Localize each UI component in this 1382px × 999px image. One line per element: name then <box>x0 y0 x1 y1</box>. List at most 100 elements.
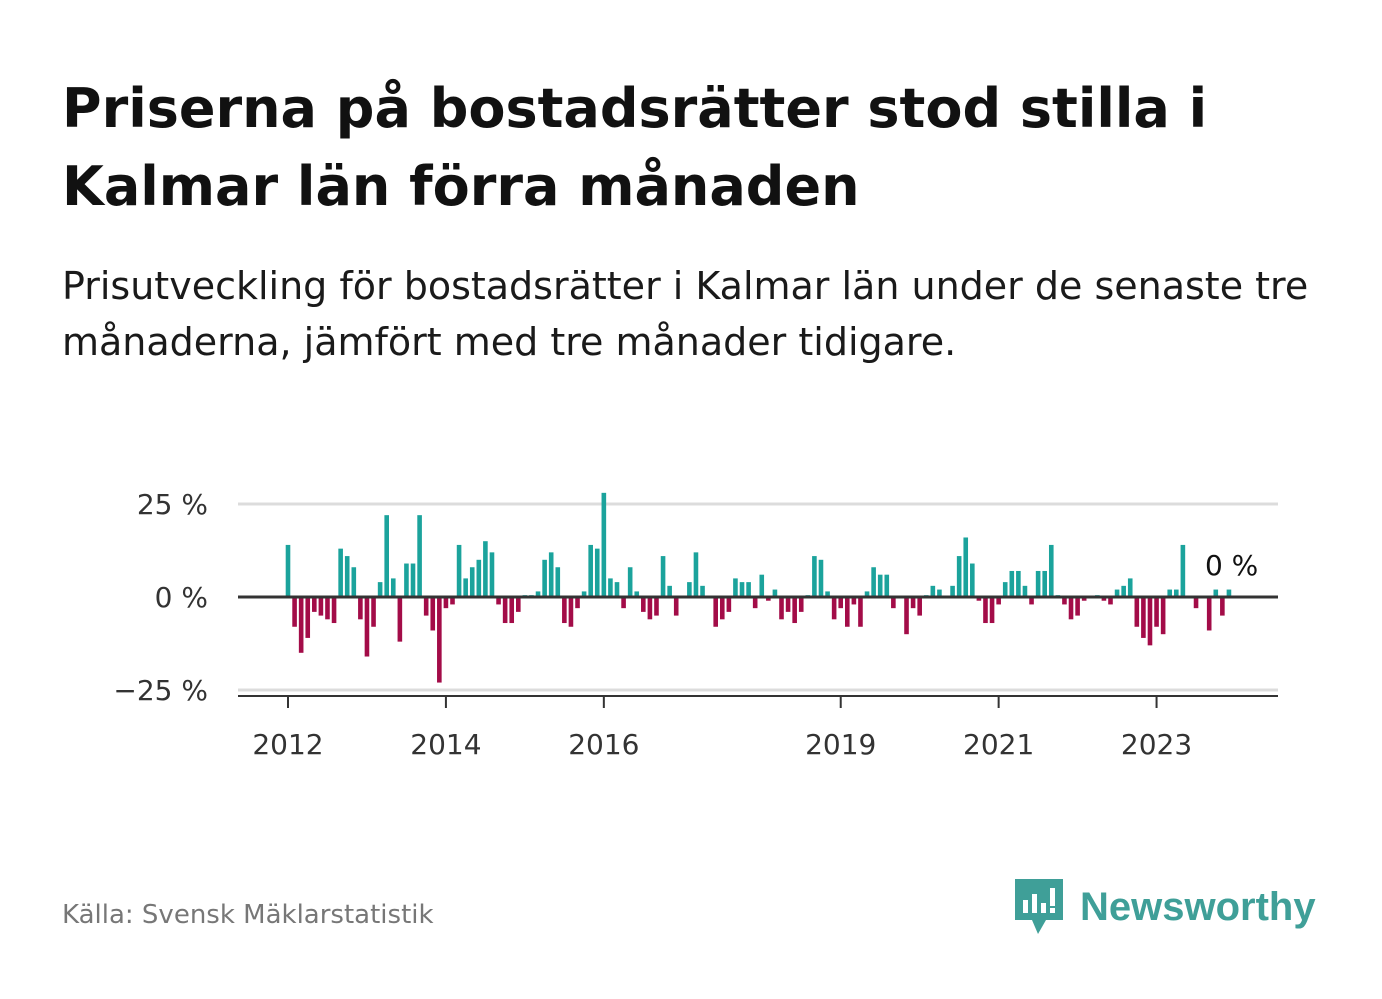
bar <box>456 544 462 597</box>
bar <box>542 559 547 597</box>
bar <box>562 597 567 624</box>
bar <box>450 597 455 605</box>
bar <box>1048 544 1054 597</box>
bar <box>634 591 640 597</box>
bar <box>588 544 593 597</box>
bar <box>397 597 403 642</box>
bar <box>496 597 501 605</box>
bar <box>1213 589 1219 597</box>
page-title: Priserna på bostadsrätter stod stilla i … <box>62 77 1208 218</box>
bar <box>1029 597 1034 605</box>
bar <box>476 559 482 597</box>
bar <box>647 597 653 620</box>
bar <box>654 597 659 616</box>
bar <box>766 597 771 601</box>
x-tick-label: 2021 <box>963 728 1034 761</box>
bar <box>469 567 475 597</box>
x-tick-label: 2016 <box>568 728 639 761</box>
bar <box>437 597 442 683</box>
bar <box>305 597 311 638</box>
bar <box>331 597 337 624</box>
bar <box>891 597 896 609</box>
bar <box>772 589 778 597</box>
bar <box>1206 597 1212 631</box>
bar <box>1141 597 1146 638</box>
bar <box>1081 597 1087 601</box>
bar <box>831 597 837 620</box>
bar <box>1002 582 1008 597</box>
bar <box>713 597 718 627</box>
page-subtitle: Prisutveckling för bostadsrätter i Kalma… <box>62 264 1309 364</box>
bar <box>325 597 330 620</box>
bar <box>825 591 830 597</box>
brand-logo[interactable]: Newsworthy <box>1012 876 1316 938</box>
bar <box>660 556 666 597</box>
bar <box>910 597 916 609</box>
bar <box>904 597 909 635</box>
bar <box>970 563 975 597</box>
bar <box>312 597 317 612</box>
bar <box>1180 544 1186 597</box>
y-tick-label: −25 % <box>113 674 208 707</box>
bar <box>785 597 791 612</box>
bar <box>1154 597 1159 627</box>
bar <box>884 574 890 597</box>
bar <box>614 582 620 597</box>
bar <box>377 582 383 597</box>
last-value-label: 0 % <box>1205 549 1258 582</box>
bar <box>1174 589 1179 597</box>
bar <box>555 567 561 597</box>
bar <box>871 567 876 597</box>
bar <box>594 548 600 597</box>
bar <box>812 556 817 597</box>
bar <box>292 597 297 627</box>
bar <box>298 597 304 653</box>
bar <box>608 578 613 597</box>
bar <box>1134 597 1140 627</box>
axis-layer: 25 % 0 % −25 % 2012 2014 2016 2019 2021 2023 0 % <box>113 488 1278 761</box>
bar <box>509 597 515 624</box>
bar <box>384 515 389 597</box>
bar <box>1035 570 1041 597</box>
bar <box>410 563 416 597</box>
bar <box>358 597 363 620</box>
bar <box>719 597 725 620</box>
bar <box>779 597 784 620</box>
x-tick-label: 2023 <box>1121 728 1192 761</box>
bar <box>818 559 824 597</box>
bar <box>759 574 765 597</box>
price-change-chart: 25 % 0 % −25 % 2012 2014 2016 2019 2021 2023 0 % <box>113 488 1278 761</box>
newsworthy-logo-icon <box>1015 879 1063 934</box>
bar <box>351 567 357 597</box>
bar <box>568 597 574 627</box>
bar <box>581 591 587 597</box>
bar <box>338 548 343 597</box>
bar <box>950 585 955 597</box>
bar <box>667 585 672 597</box>
bar <box>1127 578 1133 597</box>
bars-layer <box>285 492 1232 683</box>
bar <box>851 597 857 605</box>
bar <box>726 597 732 612</box>
bar <box>930 585 936 597</box>
bar <box>285 544 291 597</box>
bar <box>838 597 844 609</box>
bar <box>318 597 324 616</box>
bar <box>516 597 521 612</box>
bar <box>983 597 988 624</box>
x-tick-label: 2012 <box>252 728 323 761</box>
bar <box>430 597 436 631</box>
bar <box>489 552 495 597</box>
bar <box>502 597 508 624</box>
bar <box>864 591 870 597</box>
bar <box>483 541 488 597</box>
bar <box>687 582 692 597</box>
bar <box>917 597 922 616</box>
y-tick-label: 0 % <box>155 581 208 614</box>
bar <box>976 597 982 601</box>
bar <box>1075 597 1080 616</box>
bar <box>1042 570 1047 597</box>
bar <box>1226 589 1232 597</box>
bar <box>371 597 376 627</box>
bar <box>739 582 745 597</box>
